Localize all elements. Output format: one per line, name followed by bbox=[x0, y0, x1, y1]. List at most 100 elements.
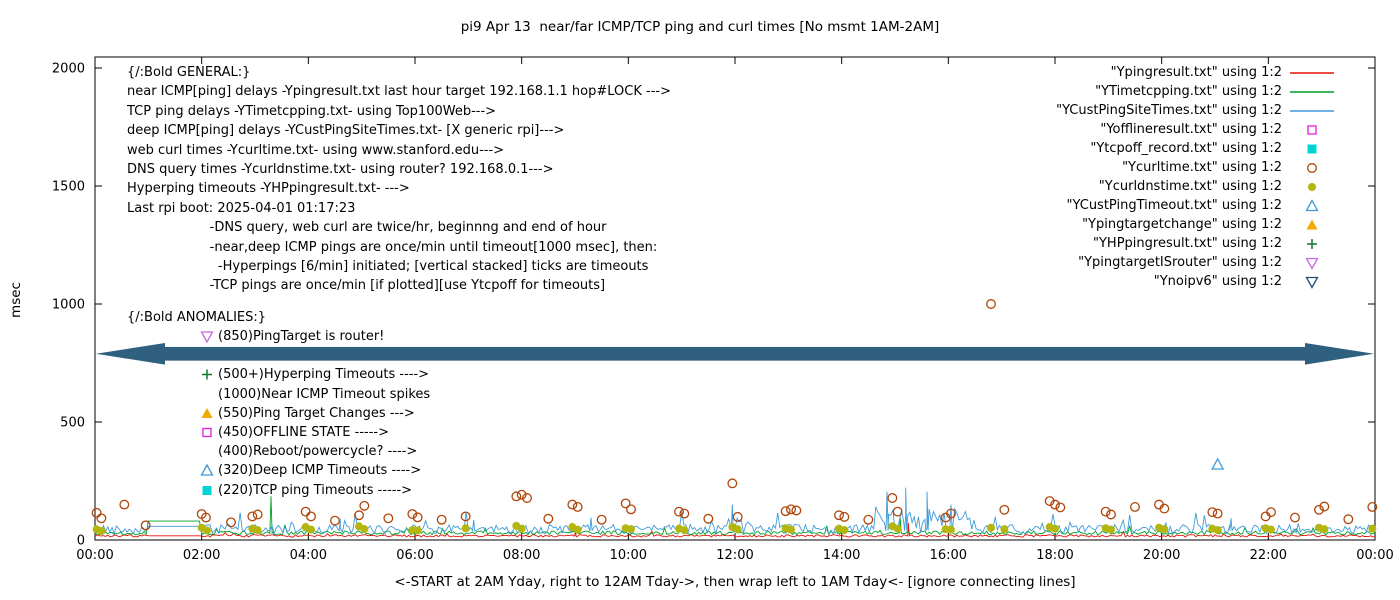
data-point-Ycurltime.txt bbox=[91, 507, 102, 518]
anomaly-label: (400)Reboot/powercycle? ----> bbox=[218, 444, 418, 460]
data-point-Ycurldnstime.txt bbox=[733, 525, 742, 534]
circle-icon bbox=[834, 510, 844, 521]
x-tick-label: 08:00 bbox=[503, 548, 540, 563]
circle-icon bbox=[412, 512, 423, 523]
data-point-Ycurltime.txt bbox=[1290, 512, 1300, 523]
data-point-Ycurltime.txt bbox=[986, 299, 996, 309]
anomaly-marker bbox=[202, 485, 212, 495]
data-point-Ycurltime.txt bbox=[1314, 504, 1324, 515]
legend-label: "YCustPingTimeout.txt" using 1:2 bbox=[1066, 198, 1282, 213]
x-tick-label: 12:00 bbox=[716, 548, 753, 563]
square-icon bbox=[202, 485, 212, 495]
data-point-Ycurltime.txt bbox=[834, 510, 844, 521]
data-point-Ycurltime.txt bbox=[1130, 502, 1140, 512]
anomalies-header: {/:Bold ANOMALIES:} bbox=[127, 310, 267, 325]
circle-icon bbox=[946, 508, 956, 519]
x-tick-label: 06:00 bbox=[396, 548, 433, 563]
circle-icon bbox=[97, 527, 106, 536]
data-point-Ycurltime.txt bbox=[1100, 506, 1111, 517]
data-point-Ycurltime.txt bbox=[511, 491, 522, 502]
legend-row: "Ytcpoff_record.txt" using 1:2 bbox=[1056, 139, 1336, 158]
circle-icon bbox=[1159, 503, 1170, 514]
circle-icon bbox=[1000, 525, 1009, 534]
legend-row: "YCustPingTimeout.txt" using 1:2 bbox=[1056, 196, 1336, 215]
data-point-Ycurltime.txt bbox=[330, 515, 340, 526]
data-point-Ycurltime.txt bbox=[119, 499, 130, 510]
square-icon bbox=[202, 427, 212, 438]
circle-icon bbox=[511, 491, 522, 502]
chart-title: pi9 Apr 13 near/far ICMP/TCP ping and cu… bbox=[460, 19, 940, 35]
data-point-Ycurltime.txt bbox=[620, 498, 631, 509]
data-point-Ycurltime.txt bbox=[1207, 507, 1218, 518]
x-tick-label: 10:00 bbox=[610, 548, 647, 563]
data-point-Ycurltime.txt bbox=[786, 504, 796, 515]
anomaly-line: (220)TCP ping Timeouts -----> bbox=[199, 481, 430, 500]
triangle-up-icon bbox=[200, 464, 214, 477]
anomaly-marker bbox=[199, 444, 215, 459]
legend: "Ypingresult.txt" using 1:2 "YTimetcpping… bbox=[1056, 63, 1336, 291]
general-line: Hyperping timeouts -YHPpingresult.txt- -… bbox=[127, 181, 410, 197]
legend-marker bbox=[1305, 276, 1319, 289]
triangle-up-icon bbox=[1211, 457, 1225, 470]
legend-marker bbox=[1307, 162, 1317, 173]
triangle-down-icon bbox=[200, 331, 214, 344]
circle-icon bbox=[987, 523, 995, 532]
legend-row: "YCustPingSiteTimes.txt" using 1:2 bbox=[1056, 101, 1336, 120]
circle-icon bbox=[732, 511, 743, 522]
circle-icon bbox=[1130, 502, 1140, 512]
legend-marker bbox=[1306, 219, 1318, 229]
general-line: web curl times -Ycurltime.txt- using www… bbox=[127, 142, 505, 158]
data-point-Ycurltime.txt bbox=[516, 489, 527, 500]
data-point-Ycurldnstime.txt bbox=[1051, 524, 1059, 533]
circle-icon bbox=[407, 509, 418, 519]
data-point-Ycurldnstime.txt bbox=[893, 524, 902, 533]
triangle-up-icon bbox=[201, 407, 213, 418]
circle-icon bbox=[887, 493, 898, 503]
general-line: -near,deep ICMP pings are once/min until… bbox=[127, 239, 658, 255]
circle-icon bbox=[252, 509, 263, 520]
data-point-Ycurltime.txt bbox=[383, 513, 394, 524]
triangle-down-icon bbox=[1305, 276, 1319, 289]
legend-marker bbox=[1307, 124, 1317, 135]
anomaly-label: (320)Deep ICMP Timeouts ----> bbox=[218, 463, 422, 479]
series-line-Ypingresult.txt bbox=[94, 522, 1376, 538]
circle-icon bbox=[543, 513, 554, 524]
data-point-Ycurltime.txt bbox=[522, 493, 532, 503]
y-tick-label: 1500 bbox=[52, 180, 85, 195]
data-point-Ycurldnstime.txt bbox=[517, 524, 526, 533]
data-point-Ycurltime.txt bbox=[200, 512, 211, 523]
data-point-Ycurldnstime.txt bbox=[840, 526, 849, 535]
data-point-Ycurltime.txt bbox=[626, 504, 636, 515]
circle-icon bbox=[674, 506, 684, 517]
circle-icon bbox=[999, 504, 1010, 515]
circle-icon bbox=[226, 517, 236, 528]
legend-row: "YHPpingresult.txt" using 1:2 bbox=[1056, 234, 1336, 253]
circle-icon bbox=[360, 525, 369, 534]
data-point-Ycurldnstime.txt bbox=[787, 525, 795, 534]
circle-icon bbox=[1290, 512, 1300, 523]
triangle-down-icon bbox=[1305, 257, 1319, 270]
data-point-Ycurltime.txt bbox=[306, 511, 316, 522]
y-tick-label: 0 bbox=[77, 534, 85, 549]
anomaly-label: (220)TCP ping Timeouts -----> bbox=[218, 482, 413, 498]
legend-row: "Yofflineresult.txt" using 1:2 bbox=[1056, 120, 1336, 139]
circle-icon bbox=[330, 515, 340, 526]
data-point-Ycurldnstime.txt bbox=[203, 526, 211, 535]
circle-icon bbox=[892, 506, 903, 517]
circle-icon bbox=[733, 525, 742, 534]
circle-icon bbox=[1050, 499, 1060, 510]
circle-icon bbox=[522, 493, 532, 503]
anomaly-marker bbox=[202, 369, 212, 380]
circle-icon bbox=[253, 526, 262, 535]
data-point-Ycurldnstime.txt bbox=[1320, 525, 1329, 534]
circle-icon bbox=[1044, 496, 1055, 507]
legend-label: "Ynoipv6" using 1:2 bbox=[1153, 274, 1282, 289]
data-point-Ycurldnstime.txt bbox=[307, 525, 315, 534]
circle-icon bbox=[893, 524, 902, 533]
legend-row: "Ypingtargetchange" using 1:2 bbox=[1056, 215, 1336, 234]
general-line: -Hyperpings [6/min] initiated; [vertical… bbox=[127, 259, 649, 275]
plus-icon bbox=[1307, 238, 1317, 249]
circle-icon bbox=[572, 502, 583, 512]
circle-icon bbox=[596, 514, 607, 525]
